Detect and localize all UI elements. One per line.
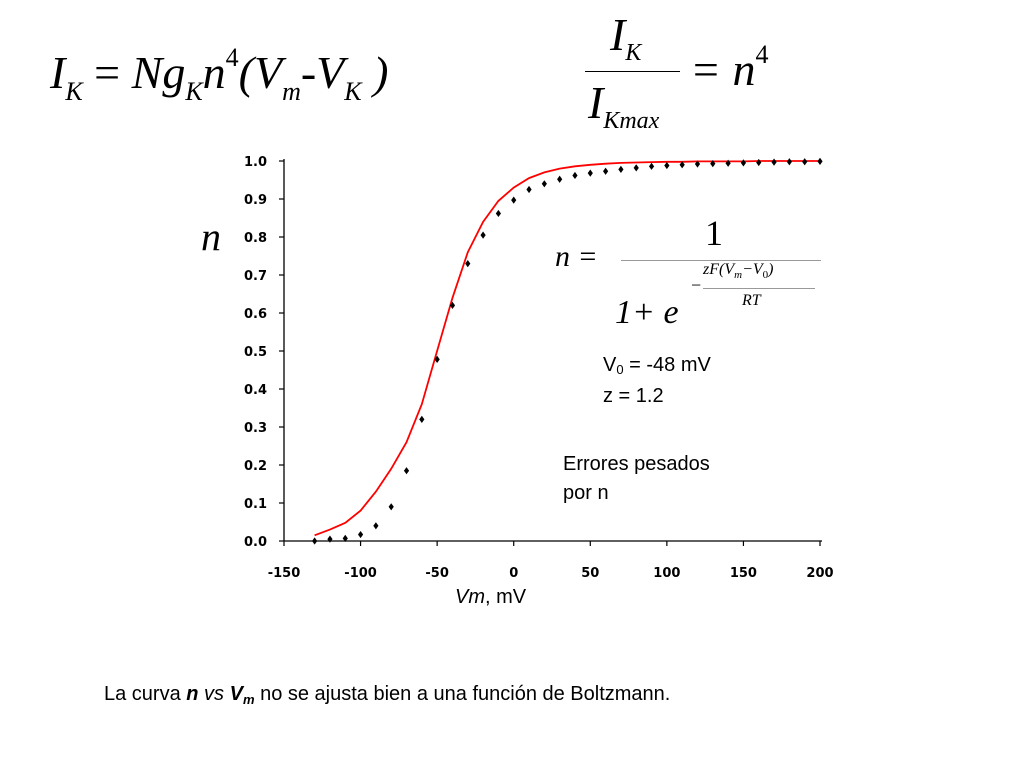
x-tick-label: 100 [653, 566, 680, 581]
exponent-fraction-bar [703, 288, 815, 289]
data-point [679, 161, 685, 169]
boltzmann-lhs: n = [555, 240, 598, 273]
y-tick-label: 0.2 [244, 459, 267, 474]
ratio-fraction-bar [585, 71, 680, 72]
x-tick-label: 0 [509, 566, 518, 581]
data-point [664, 161, 670, 170]
slide-caption: La curva n vs Vm no se ajusta bien a una… [104, 683, 671, 707]
data-point [603, 167, 609, 175]
y-tick-label: 0.7 [244, 269, 267, 284]
data-point [740, 159, 747, 167]
data-point [648, 162, 655, 170]
data-point [633, 164, 639, 172]
y-tick-label: 0.9 [244, 193, 267, 208]
data-point [403, 467, 410, 475]
x-tick-label: -50 [425, 566, 449, 581]
weighted-errors-note: Errores pesados por n [563, 450, 763, 508]
data-point [373, 522, 379, 530]
fit-curve [314, 160, 820, 537]
data-point [327, 535, 333, 543]
note-line-2: por n [563, 482, 609, 504]
ratio-numerator: IK [610, 9, 642, 66]
fit-curve-group [314, 160, 820, 537]
data-point [465, 260, 471, 268]
y-tick-label: 0.4 [244, 383, 267, 398]
v0-parameter: V0 = -48 mV [603, 354, 711, 377]
data-point [357, 530, 364, 539]
current-equation: IK = NgKn4(Vm-VK ) [50, 43, 389, 106]
data-point [557, 175, 563, 183]
x-tick-label: 150 [730, 566, 757, 581]
data-point [587, 169, 593, 177]
exponent-denominator: RT [742, 292, 761, 309]
y-axis-label: n [201, 214, 221, 259]
data-point [786, 158, 792, 166]
data-point [449, 301, 456, 309]
y-tick-label: 0.3 [244, 421, 267, 436]
data-point [694, 160, 701, 168]
data-point [480, 231, 486, 239]
data-points-group [312, 157, 823, 545]
data-point [756, 158, 762, 167]
x-tick-label: 200 [806, 566, 833, 581]
x-tick-label: 50 [581, 566, 599, 581]
z-parameter: z = 1.2 [603, 385, 664, 407]
y-tick-label: 0.5 [244, 345, 267, 360]
data-point [618, 165, 624, 173]
boltzmann-denominator: 1+ e [615, 294, 679, 331]
exponent-minus: − [691, 275, 702, 295]
data-point [495, 209, 501, 218]
boltzmann-numerator: 1 [705, 213, 723, 253]
y-tick-label: 0.1 [244, 497, 267, 512]
y-tick-label: 1.0 [244, 155, 267, 170]
y-tick-label: 0.8 [244, 231, 267, 246]
y-axis-ticks: 0.0 0.1 0.2 0.3 0.4 0.5 0.6 0.7 0.8 0.9 1.0 [244, 155, 284, 550]
ratio-denominator: IKmax [588, 77, 660, 134]
data-point [817, 157, 823, 165]
chart-axes [283, 159, 822, 542]
data-point [388, 503, 394, 511]
data-point [572, 171, 578, 180]
ratio-rhs: = n4 [690, 40, 769, 95]
data-point [419, 415, 425, 423]
data-point [725, 159, 731, 167]
y-tick-label: 0.0 [244, 535, 267, 550]
boltzmann-fraction-bar [621, 260, 821, 261]
data-point [312, 537, 318, 545]
boltzmann-equation: n = 1 1+ e − zF(Vm−V0) RT [555, 213, 830, 338]
data-point [771, 158, 777, 166]
data-point [434, 355, 440, 363]
data-point [541, 180, 547, 188]
x-axis-ticks: -150 -100 -50 0 50 100 150 200 [268, 541, 834, 581]
data-point [526, 185, 532, 194]
ratio-equation: IK IKmax = n4 [585, 8, 785, 134]
x-tick-label: -150 [268, 566, 301, 581]
note-line-1: Errores pesados [563, 453, 710, 475]
data-point [710, 160, 716, 168]
data-point [511, 196, 517, 204]
fit-parameters: V0 = -48 mV z = 1.2 [603, 352, 711, 410]
x-axis-label: Vm, mV [455, 586, 527, 608]
data-point [342, 534, 348, 542]
data-point [802, 158, 808, 166]
exponent-numerator: zF(Vm−V0) [703, 261, 774, 281]
y-tick-label: 0.6 [244, 307, 267, 322]
x-tick-label: -100 [344, 566, 377, 581]
